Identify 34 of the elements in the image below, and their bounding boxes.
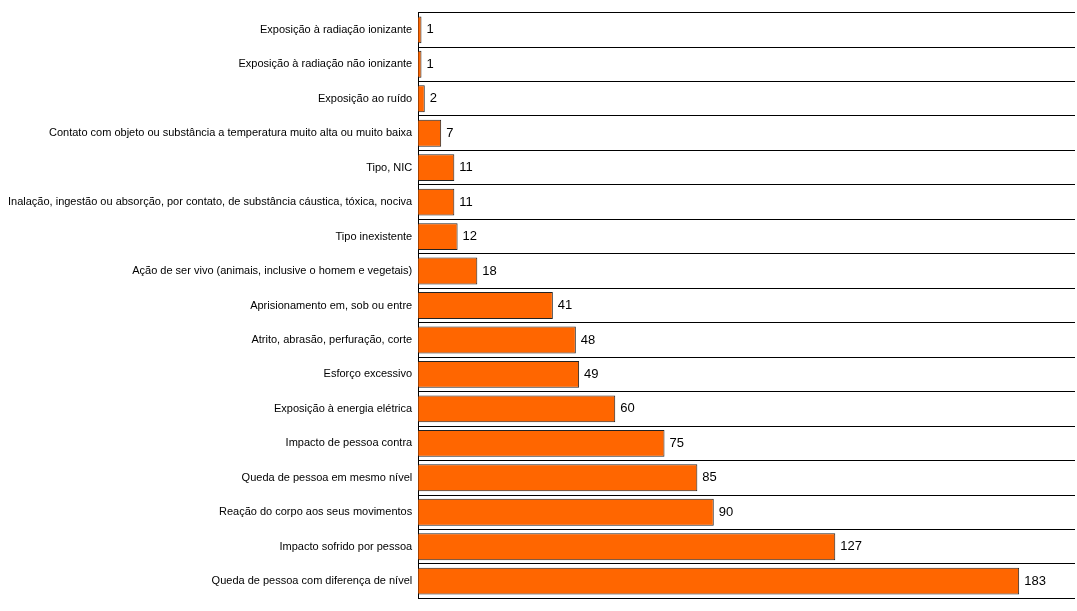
y-tick-label: Queda de pessoa em mesmo nível [241,470,413,483]
y-tick-label: Impacto de pessoa contra [285,436,414,449]
y-tick-label: Ação de ser vivo (animais, inclusive o homem e vegetais) [132,264,413,277]
data-label: 7 [446,124,454,140]
data-label: 49 [584,366,599,381]
data-label: 1 [426,21,434,37]
y-tick-label: Aprisionamento em, sob ou entre [250,298,413,311]
data-label: 127 [840,538,862,554]
data-label: 183 [1024,572,1046,588]
data-label: 48 [580,331,596,347]
data-label: 12 [462,228,478,244]
data-label: 90 [718,503,734,519]
y-tick-label: Queda de pessoa com diferença de nível [211,574,413,587]
y-tick-label: Exposição à radiação ionizante [259,22,413,35]
data-label: 85 [702,469,717,485]
y-tick-label: Tipo inexistente [335,229,413,242]
data-label: 60 [620,400,635,416]
data-label: 11 [459,193,473,209]
data-label: 1 [426,55,434,71]
data-label: 18 [482,262,497,278]
y-tick-label: Tipo, NIC [366,160,413,173]
data-label: 2 [429,90,437,106]
y-tick-label: Inalação, ingestão ou absorção, por contato, de substância cáustica, tóxica, nociva [7,195,414,208]
y-tick-label: Reação do corpo aos seus movimentos [218,505,413,518]
y-tick-label: Impacto sofrido por pessoa [279,539,414,552]
y-tick-label: Exposição à energia elétrica [273,401,414,414]
y-tick-label: Exposição à radiação não ionizante [238,57,413,70]
data-label: 11 [459,159,473,175]
y-tick-label: Atrito, abrasão, perfuração, corte [251,332,413,345]
y-tick-label: Contato com objeto ou substância a temperatura muito alta ou muito baixa [48,126,414,139]
y-tick-label: Esforço excessivo [323,367,413,380]
data-label: 41 [557,297,573,313]
y-tick-label: Exposição ao ruído [318,91,413,104]
data-label: 75 [669,434,684,450]
